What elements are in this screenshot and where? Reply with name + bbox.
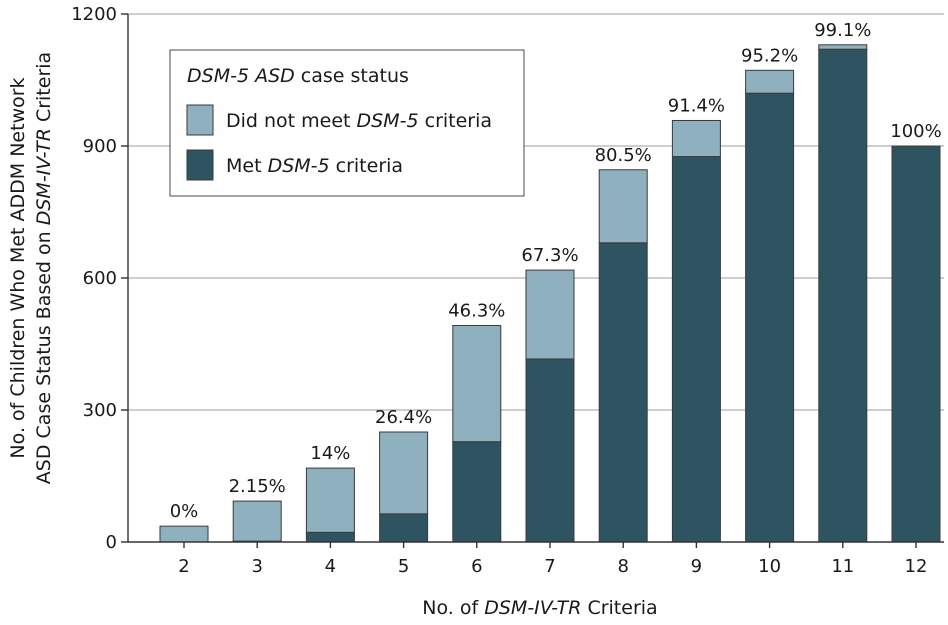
legend-box [169, 49, 525, 197]
x-axis-title: No. of DSM-IV-TR Criteria [422, 597, 657, 619]
x-tick-label-2: 2 [178, 556, 189, 577]
bar-12-met [891, 145, 941, 543]
bar-9-met [671, 156, 721, 543]
y-tick-label-0: 0 [106, 532, 117, 553]
x-tick-label-10: 10 [758, 556, 781, 577]
bar-9-did-not-meet [671, 119, 721, 158]
y-tick-label-900: 900 [83, 136, 117, 157]
bar-7-did-not-meet [525, 269, 575, 360]
bar-5-met [379, 513, 429, 543]
bar-5-did-not-meet [379, 431, 429, 515]
x-tick-label-12: 12 [905, 556, 928, 577]
data-label-11: 99.1% [814, 20, 871, 41]
y-axis-title-line-1: No. of Children Who Met ADDM Network [7, 77, 29, 458]
legend-swatch-met [186, 149, 214, 181]
y-axis-title-line-2: ASD Case Status Based on DSM-IV-TR Crite… [33, 52, 55, 484]
x-tick-label-3: 3 [251, 556, 262, 577]
legend-swatch-did-not-meet [186, 104, 214, 136]
y-tick-label-600: 600 [83, 268, 117, 289]
y-tick-label-1200: 1200 [71, 4, 117, 25]
x-tick-label-8: 8 [617, 556, 628, 577]
data-label-12: 100% [890, 121, 941, 142]
bar-4-met [305, 531, 355, 543]
x-tick-label-7: 7 [544, 556, 555, 577]
bar-8-did-not-meet [598, 169, 648, 244]
legend-title: DSM-5 ASD case status [187, 65, 409, 87]
bar-7-met [525, 358, 575, 543]
data-label-7: 67.3% [521, 245, 578, 266]
x-tick-labels: 2 3 4 5 6 7 8 9 10 11 12 [178, 542, 927, 577]
bar-3-did-not-meet [232, 500, 282, 542]
data-label-4: 14% [310, 443, 350, 464]
legend-label-met: Met DSM-5 criteria [226, 155, 403, 177]
data-label-6: 46.3% [448, 301, 505, 322]
x-tick-label-11: 11 [831, 556, 854, 577]
data-label-3: 2.15% [229, 476, 286, 497]
bar-8-met [598, 242, 648, 543]
y-axis-title: No. of Children Who Met ADDM Network ASD… [7, 52, 55, 484]
x-tick-label-4: 4 [325, 556, 336, 577]
legend-label-did-not-meet: Did not meet DSM-5 criteria [226, 110, 492, 132]
data-label-10: 95.2% [741, 45, 798, 66]
data-label-9: 91.4% [668, 95, 725, 116]
bar-2-did-not-meet [159, 525, 209, 543]
y-tick-labels: 0 300 600 900 1200 [71, 4, 128, 553]
bar-10-did-not-meet [745, 69, 795, 94]
data-labels: 0% 2.15% 14% 26.4% 46.3% 67.3% 80.5% 91.4% 95.2%… [170, 20, 942, 522]
x-tick-label-9: 9 [691, 556, 702, 577]
y-tick-label-300: 300 [83, 400, 117, 421]
bar-6-did-not-meet [452, 325, 502, 443]
x-tick-label-5: 5 [398, 556, 409, 577]
bar-4-did-not-meet [305, 467, 355, 533]
bar-11-met [818, 48, 868, 543]
bars [159, 44, 941, 543]
x-tick-label-6: 6 [471, 556, 482, 577]
bar-11-did-not-meet [818, 44, 868, 50]
data-label-2: 0% [170, 501, 199, 522]
data-label-8: 80.5% [595, 145, 652, 166]
bar-10-met [745, 92, 795, 543]
data-label-5: 26.4% [375, 407, 432, 428]
bar-6-met [452, 441, 502, 543]
legend: DSM-5 ASD case status Did not meet DSM-5… [169, 49, 525, 197]
